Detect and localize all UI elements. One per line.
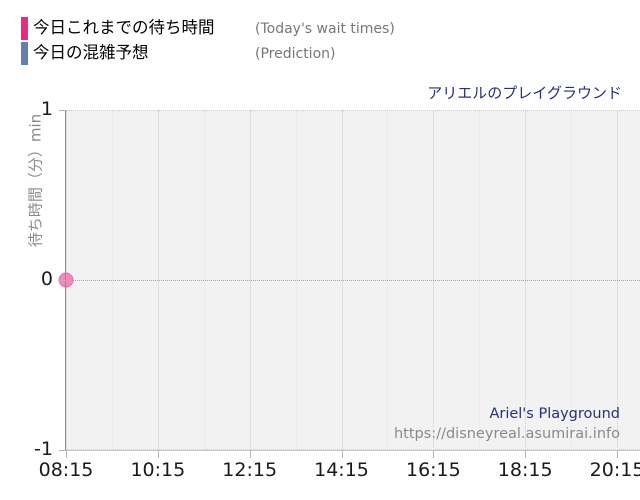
x-tick-label: 20:15 [589,459,640,481]
attribution-block: Ariel's Playground https://disneyreal.as… [394,405,620,444]
gridline-y-top [66,110,640,111]
y-tick-mark [59,450,66,451]
x-tick-mark [157,451,159,458]
y-tick-label: -1 [34,438,53,460]
legend-color-swatch-prediction [21,42,28,65]
x-tick-mark [433,451,435,458]
x-tick-mark [617,451,619,458]
x-tick-mark [66,451,67,458]
y-tick-mark [59,280,66,281]
x-tick-label: 18:15 [497,459,553,481]
legend-label-en-today-actual: (Today's wait times) [255,20,395,37]
y-tick-label: 1 [40,98,53,120]
legend-color-swatch-today-actual [21,17,28,40]
x-tick-mark [525,451,527,458]
y-tick-label: 0 [40,268,53,290]
legend-label-jp-prediction: 今日の混雑予想 [33,43,149,63]
x-tick-label: 16:15 [405,459,461,481]
x-tick-label: 14:15 [314,459,369,481]
x-tick-mark [341,451,343,458]
y-tick-mark [59,110,66,111]
attribution-park-name: Ariel's Playground [489,406,620,422]
legend-item-prediction: 今日の混雑予想 (Prediction) [21,41,621,66]
legend-label-en-prediction: (Prediction) [255,45,336,62]
x-tick-label: 12:15 [222,459,278,481]
x-tick-mark [249,451,251,458]
gridline-y-bottom [66,449,640,450]
attribution-url: https://disneyreal.asumirai.info [393,425,620,442]
plot-area [58,110,640,450]
x-tick-label: 08:15 [38,459,94,481]
legend-label-jp-today-actual: 今日これまでの待ち時間 [33,18,215,38]
legend-item-today-actual: 今日これまでの待ち時間 (Today's wait times) [21,16,621,41]
chart-title: アリエルのプレイグラウンド [427,84,622,102]
gridline-y-zero [66,280,640,281]
x-axis-spine [66,450,640,451]
chart-legend: 今日これまでの待ち時間 (Today's wait times) 今日の混雑予想… [21,16,621,66]
x-tick-label: 10:15 [130,459,186,481]
